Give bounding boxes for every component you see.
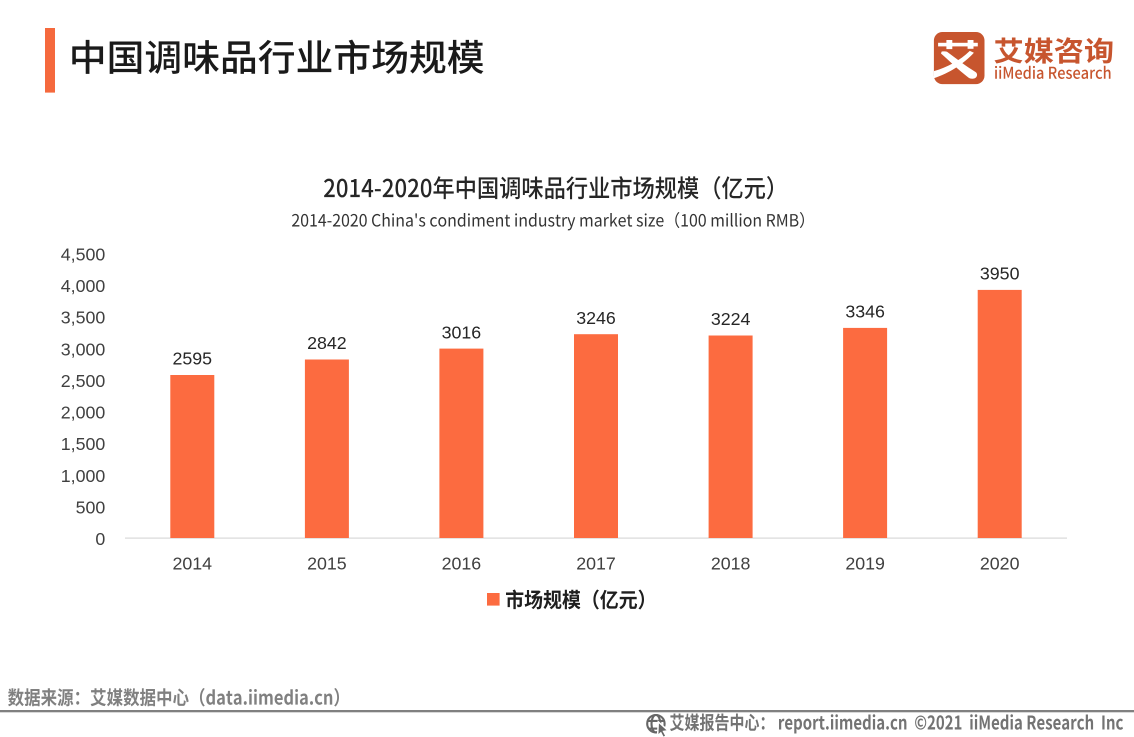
svg-text:3246: 3246 — [576, 308, 616, 328]
svg-text:2842: 2842 — [307, 333, 347, 353]
svg-text:2016: 2016 — [442, 553, 482, 573]
svg-text:2018: 2018 — [711, 553, 751, 573]
svg-text:3016: 3016 — [442, 322, 482, 342]
svg-text:3224: 3224 — [711, 309, 751, 329]
svg-text:2,000: 2,000 — [61, 403, 106, 423]
svg-text:1,000: 1,000 — [61, 466, 106, 486]
svg-text:2019: 2019 — [845, 553, 885, 573]
svg-text:2595: 2595 — [173, 349, 213, 369]
svg-text:3,500: 3,500 — [61, 308, 106, 328]
svg-text:500: 500 — [76, 497, 106, 517]
svg-text:2015: 2015 — [307, 553, 347, 573]
svg-text:2020: 2020 — [980, 553, 1020, 573]
svg-text:1,500: 1,500 — [61, 434, 106, 454]
svg-text:2017: 2017 — [576, 553, 616, 573]
svg-text:3346: 3346 — [845, 302, 885, 322]
svg-text:4,000: 4,000 — [61, 276, 106, 296]
svg-text:4,500: 4,500 — [61, 244, 106, 264]
svg-text:3950: 3950 — [980, 264, 1020, 284]
svg-text:0: 0 — [95, 529, 105, 549]
svg-text:2,500: 2,500 — [61, 371, 106, 391]
svg-text:2014: 2014 — [173, 553, 213, 573]
svg-text:3,000: 3,000 — [61, 339, 106, 359]
